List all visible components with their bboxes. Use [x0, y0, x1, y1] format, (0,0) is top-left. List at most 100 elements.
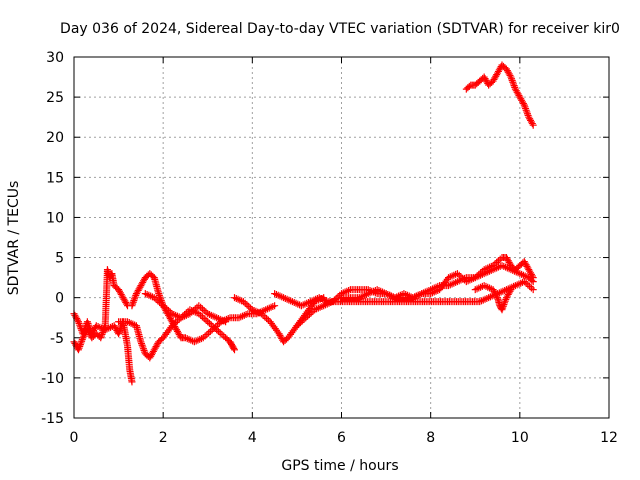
series-arc-3 [128, 270, 279, 346]
data-point [493, 258, 501, 266]
data-point [521, 103, 529, 111]
data-point [74, 316, 82, 324]
data-point [138, 341, 146, 349]
data-point [132, 291, 140, 299]
tick-labels: 0 2 4 6 8 10 12 -15 -10 -5 0 5 10 15 20 25 30 [41, 50, 618, 446]
data-point [128, 378, 136, 386]
data-point [76, 342, 84, 350]
data-point [131, 293, 139, 301]
data-point [502, 295, 510, 303]
data-point [522, 105, 530, 113]
data-point [526, 282, 534, 290]
data-point [498, 306, 506, 314]
data-point [522, 106, 530, 114]
data-point [506, 287, 514, 295]
data-point [524, 111, 532, 119]
data-point [79, 330, 87, 338]
series-arc-5 [141, 290, 230, 326]
y-tick-label: 20 [46, 130, 64, 146]
data-point [529, 121, 537, 129]
data-point [264, 316, 272, 324]
x-tick-label: 2 [159, 430, 168, 446]
data-point [494, 257, 502, 265]
data-point [523, 108, 531, 116]
series-arc-7 [271, 278, 537, 310]
data-point [200, 307, 208, 315]
data-point [115, 328, 123, 336]
data-point [205, 329, 213, 337]
data-point [507, 73, 515, 81]
data-point [519, 100, 527, 108]
y-axis-title: SDTVAR / TECUs [6, 181, 22, 296]
chart-title: Day 036 of 2024, Sidereal Day-to-day VTE… [60, 21, 620, 37]
data-point [78, 335, 86, 343]
data-point [203, 331, 211, 339]
y-tick-label: -5 [50, 331, 64, 347]
data-point [455, 271, 463, 279]
data-point [85, 323, 93, 331]
plot-frame [73, 56, 610, 419]
data-point [167, 323, 175, 331]
x-tick-label: 4 [248, 430, 257, 446]
data-point [508, 75, 516, 83]
x-tick-label: 12 [600, 430, 618, 446]
y-tick-label: 0 [55, 291, 64, 307]
data-point [84, 319, 92, 327]
data-point [507, 286, 515, 294]
y-tick-label: 30 [46, 50, 64, 66]
data-point [139, 345, 147, 353]
data-point [509, 80, 517, 88]
data-point [231, 346, 238, 354]
data-point [520, 101, 528, 109]
data-point [139, 343, 147, 351]
data-point [528, 272, 536, 280]
data-point [98, 330, 106, 338]
data-point [465, 82, 473, 90]
data-point [523, 110, 531, 118]
data-point [198, 305, 206, 313]
data-point [243, 301, 251, 309]
data-point [200, 315, 208, 323]
data-point [230, 344, 238, 352]
data-point [197, 303, 205, 311]
y-tick-label: -10 [41, 371, 64, 387]
x-tick-label: 8 [426, 430, 435, 446]
data-point [508, 76, 516, 84]
data-point [116, 326, 124, 334]
data-point [130, 297, 138, 305]
data-point [74, 346, 82, 354]
y-tick-label: 10 [46, 210, 64, 226]
data-point [496, 255, 504, 263]
data-point [78, 337, 86, 345]
data-point [493, 292, 501, 300]
data-point [155, 291, 163, 299]
series-arc-11 [462, 61, 537, 129]
grid-lines [74, 57, 609, 418]
y-tick-label: -15 [41, 411, 64, 427]
data-point [97, 334, 105, 342]
data-point [529, 274, 537, 282]
data-point [129, 298, 137, 306]
data-point [506, 71, 514, 79]
data-point [123, 300, 131, 308]
data-point [216, 329, 224, 337]
x-tick-label: 10 [511, 430, 529, 446]
data-point [509, 78, 517, 86]
y-tick-label: 25 [46, 90, 64, 106]
data-point [129, 300, 137, 308]
series-arc-9 [338, 254, 537, 302]
data-point [128, 302, 136, 310]
data-point [195, 302, 203, 310]
data-point [155, 290, 163, 298]
y-tick-label: 5 [55, 251, 64, 267]
data-point [74, 318, 82, 326]
data-point [263, 315, 271, 323]
data-point [245, 302, 253, 310]
data-point [202, 316, 210, 324]
data-point [131, 295, 139, 303]
data-point [511, 83, 519, 91]
data-point [76, 341, 84, 349]
data-point [140, 346, 148, 354]
data-point [85, 321, 93, 329]
data-points [70, 61, 537, 386]
